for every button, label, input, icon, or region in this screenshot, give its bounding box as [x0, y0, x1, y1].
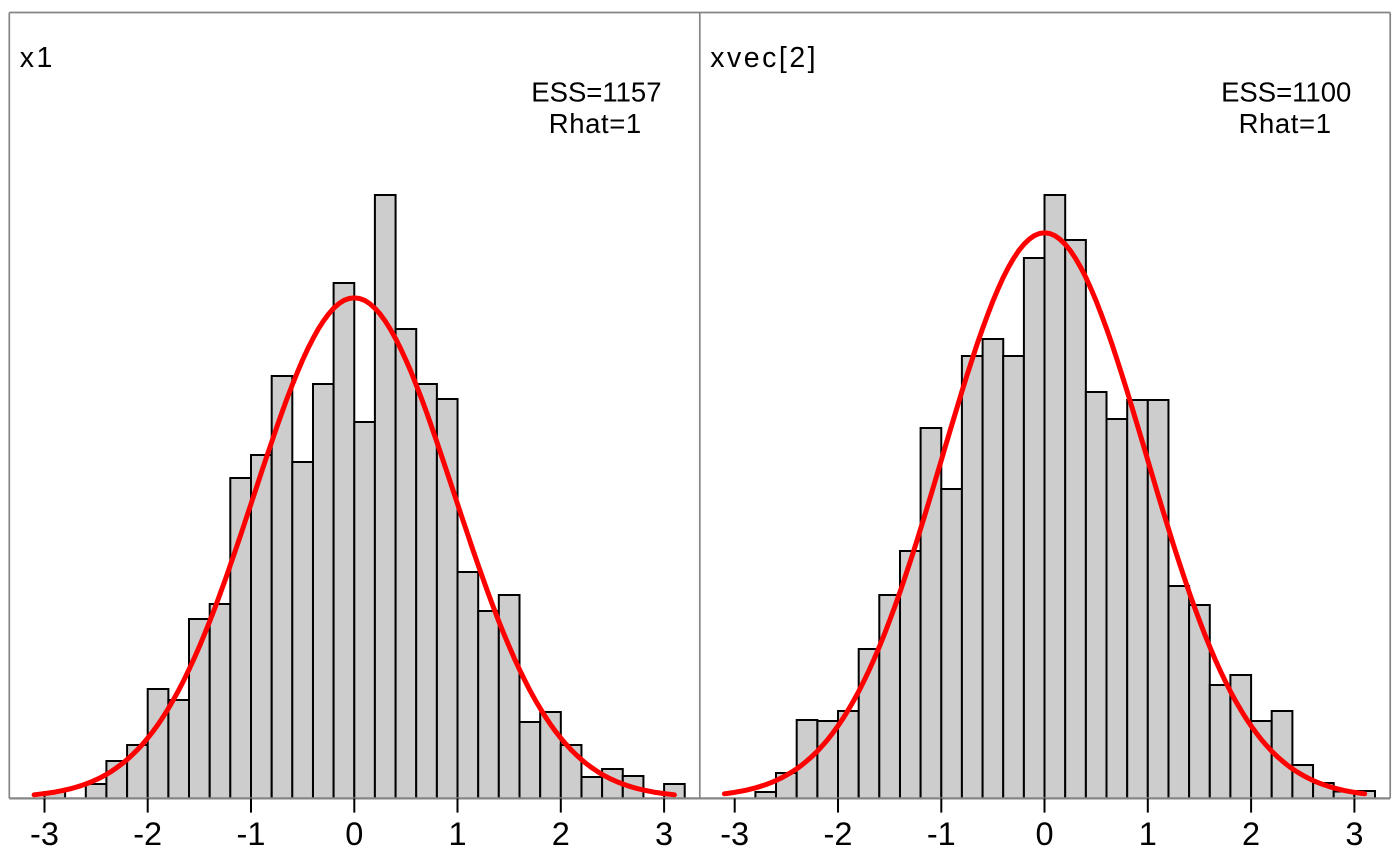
svg-text:0: 0	[1035, 816, 1053, 852]
svg-text:-1: -1	[927, 816, 956, 852]
svg-text:2: 2	[552, 816, 570, 852]
svg-text:-2: -2	[133, 816, 162, 852]
svg-text:Rhat=1: Rhat=1	[549, 108, 642, 139]
svg-text:ESS=1157: ESS=1157	[531, 77, 661, 108]
svg-text:x1: x1	[20, 42, 55, 74]
svg-text:1: 1	[448, 816, 466, 852]
svg-text:0: 0	[345, 816, 363, 852]
svg-text:-1: -1	[237, 816, 266, 852]
svg-text:xvec[2]: xvec[2]	[710, 42, 818, 74]
svg-text:-3: -3	[720, 816, 749, 852]
svg-text:3: 3	[1345, 816, 1363, 852]
svg-text:3: 3	[655, 816, 673, 852]
svg-text:ESS=1100: ESS=1100	[1221, 77, 1351, 108]
svg-text:-3: -3	[30, 816, 59, 852]
svg-text:1: 1	[1139, 816, 1157, 852]
svg-text:-2: -2	[824, 816, 853, 852]
svg-text:Rhat=1: Rhat=1	[1239, 108, 1332, 139]
svg-text:2: 2	[1242, 816, 1260, 852]
